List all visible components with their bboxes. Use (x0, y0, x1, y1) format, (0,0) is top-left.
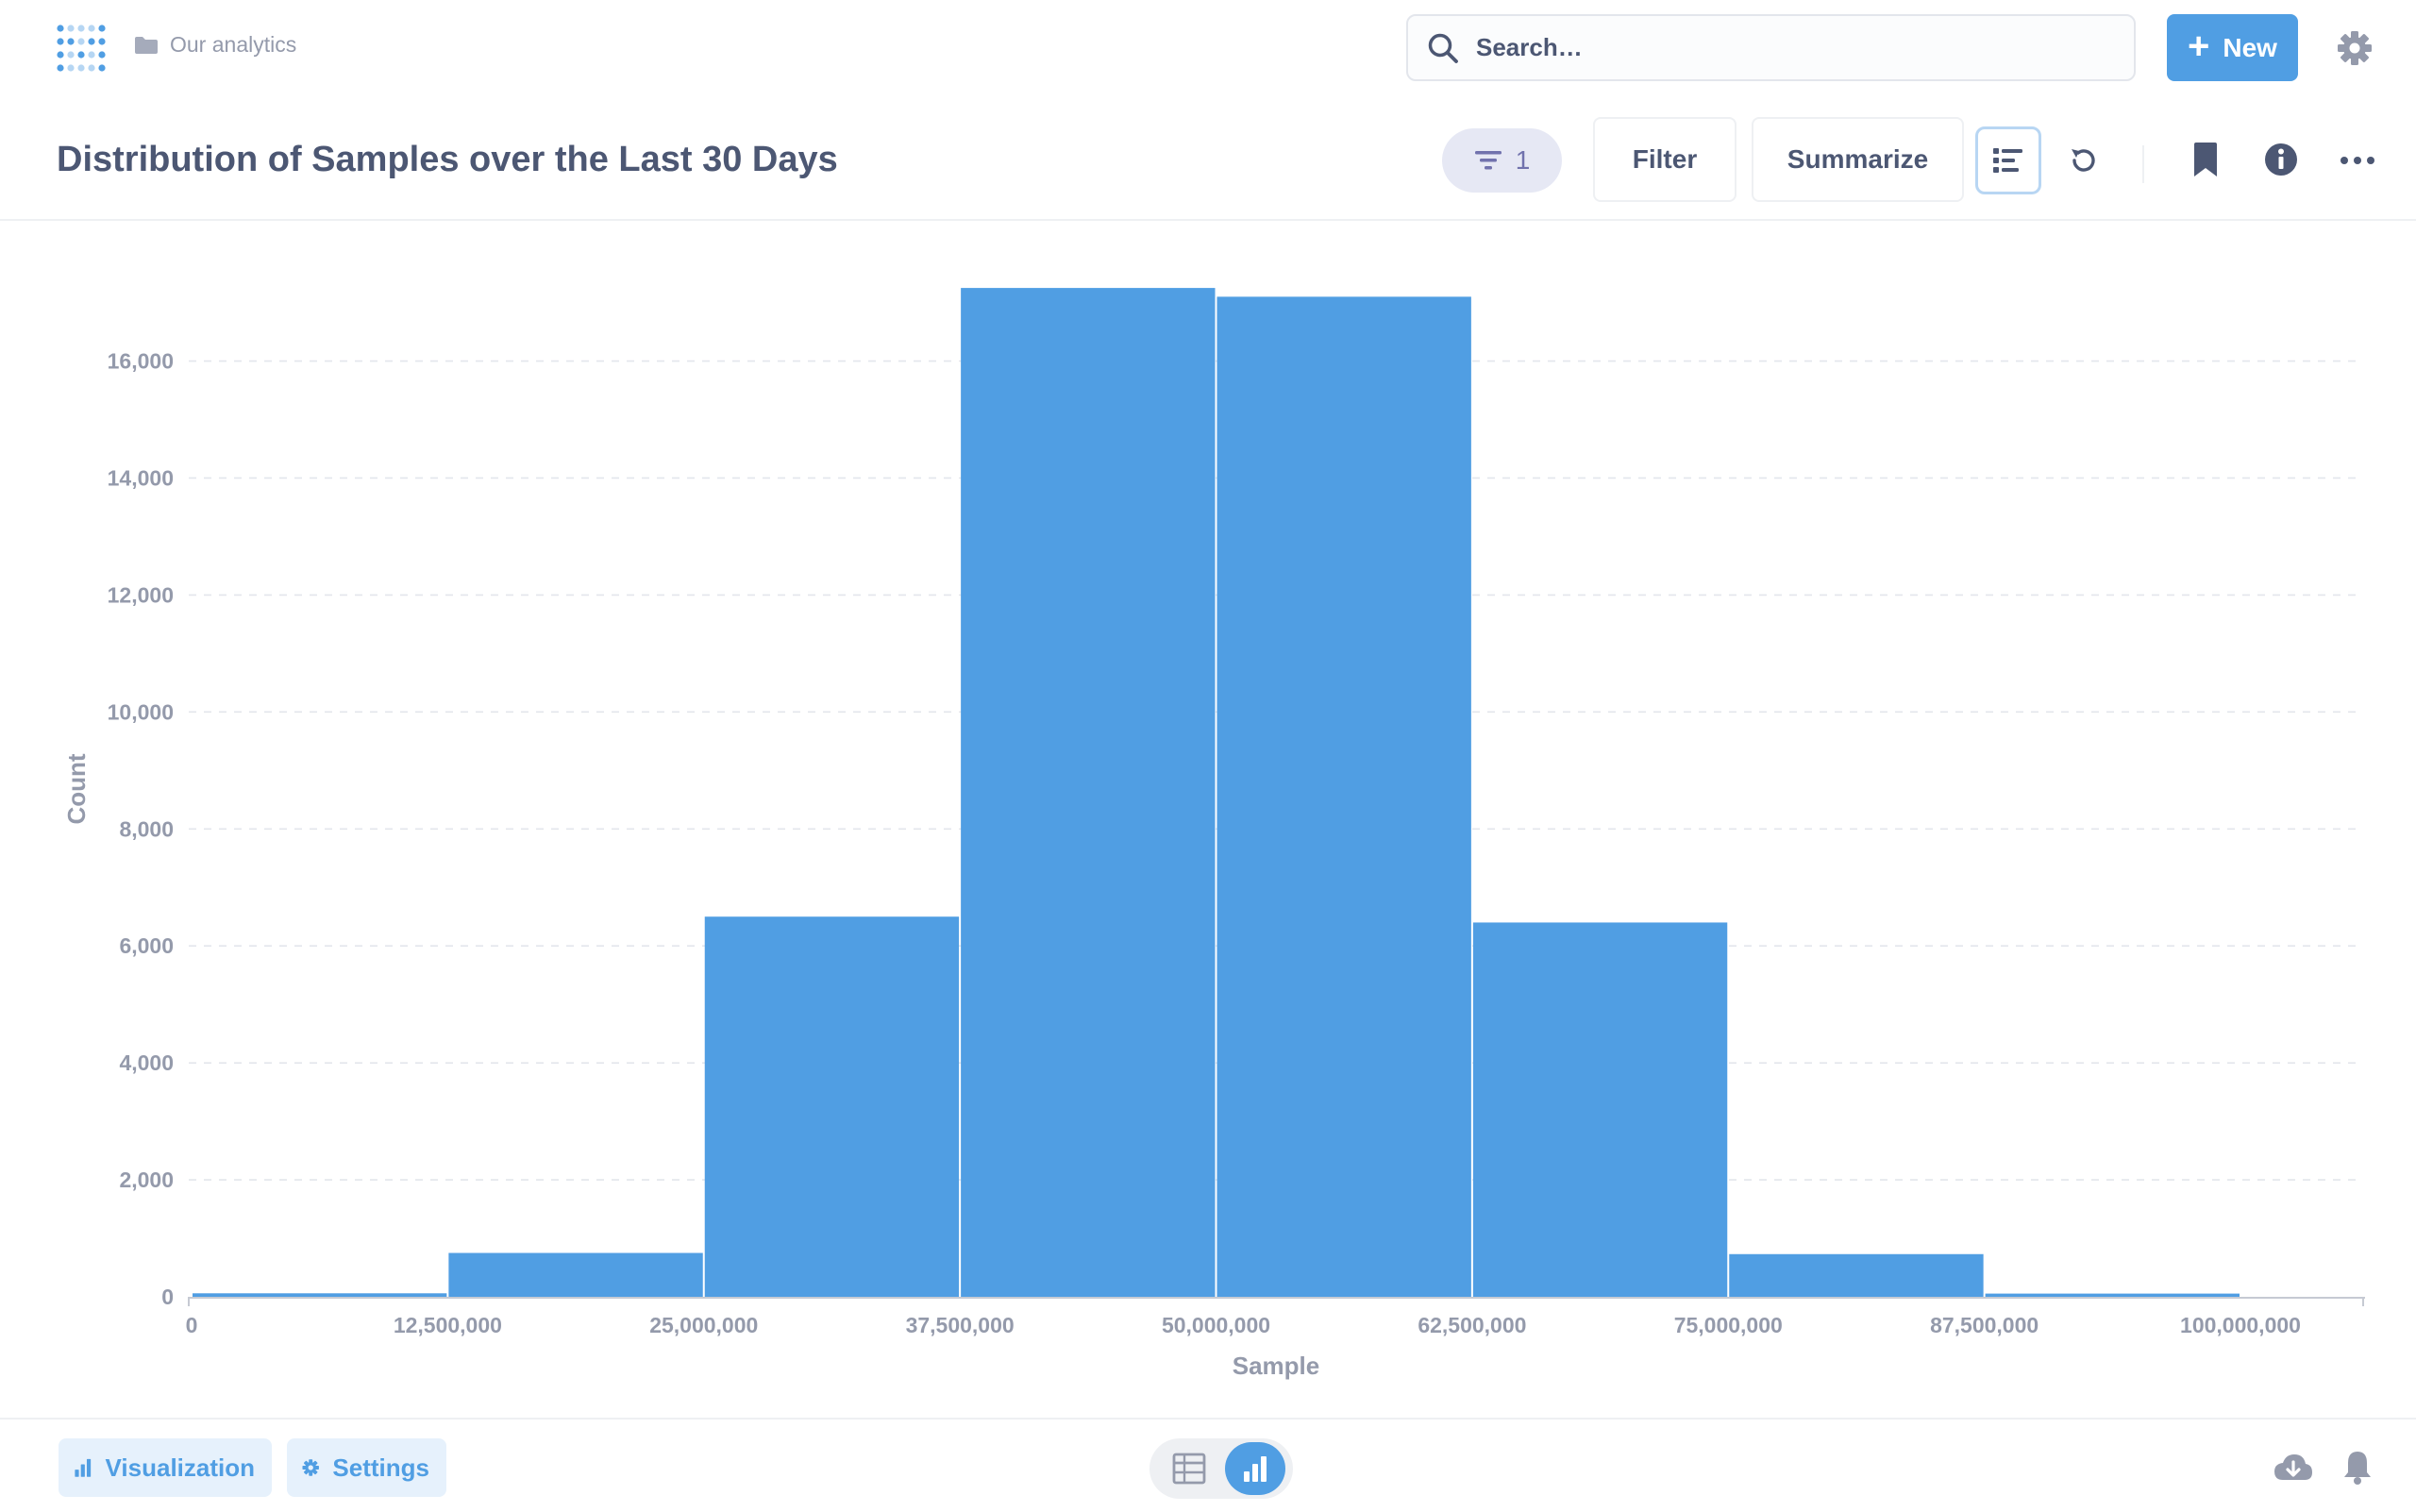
footer-bar: Visualization Settings (0, 1418, 2416, 1512)
histogram-bar[interactable] (1729, 1253, 1984, 1297)
y-tick-label: 6,000 (119, 933, 174, 958)
x-tick-label: 37,500,000 (906, 1313, 1015, 1337)
y-tick-label: 14,000 (108, 465, 174, 490)
y-tick-label: 2,000 (119, 1168, 174, 1192)
bars (193, 288, 2240, 1297)
bar-chart-icon (1244, 1456, 1267, 1482)
histogram-bar[interactable] (193, 1293, 447, 1297)
x-tick-label: 12,500,000 (394, 1313, 502, 1337)
gear-icon[interactable] (2337, 30, 2373, 66)
search-input[interactable] (1476, 33, 2118, 62)
bell-icon[interactable] (2342, 1450, 2373, 1486)
histogram-chart: 0 2,000 4,000 6,000 8,000 10,000 12,000 14,000 1… (62, 288, 2365, 1380)
new-button-label: New (2223, 32, 2277, 62)
page-title[interactable]: Distribution of Samples over the Last 30… (57, 140, 838, 179)
active-filters-pill[interactable]: 1 (1442, 128, 1562, 193)
settings-button[interactable]: Settings (287, 1438, 446, 1497)
x-axis (188, 1297, 2365, 1306)
x-tick-label: 75,000,000 (1674, 1313, 1783, 1337)
x-tick-label: 62,500,000 (1418, 1313, 1526, 1337)
new-button[interactable]: + New (2167, 14, 2298, 81)
search-icon (1428, 33, 1458, 63)
x-tick-label: 0 (186, 1313, 198, 1337)
y-axis-label: Count (62, 753, 91, 824)
histogram-bar[interactable] (1985, 1293, 2240, 1297)
notebook-icon (1993, 148, 2022, 173)
x-tick-label: 50,000,000 (1162, 1313, 1270, 1337)
summarize-button[interactable]: Summarize (1752, 117, 1964, 202)
x-axis-label: Sample (1233, 1352, 1320, 1380)
breadcrumb[interactable]: Our analytics (134, 32, 296, 58)
ellipsis-icon[interactable] (2339, 149, 2376, 172)
plus-icon: + (2188, 25, 2210, 67)
filter-button[interactable]: Filter (1593, 117, 1736, 202)
settings-label: Settings (332, 1453, 429, 1482)
header-divider (2142, 145, 2144, 183)
y-tick-label: 16,000 (108, 349, 174, 374)
info-icon[interactable] (2263, 142, 2299, 177)
histogram-bar[interactable] (448, 1252, 703, 1297)
search-bar[interactable] (1406, 14, 2136, 81)
notebook-editor-button[interactable] (1975, 126, 2041, 194)
histogram-bar[interactable] (961, 288, 1216, 1297)
gear-icon (302, 1459, 319, 1476)
histogram-bar[interactable] (1216, 296, 1471, 1297)
x-tick-label: 87,500,000 (1930, 1313, 2038, 1337)
y-tick-label: 10,000 (108, 699, 174, 724)
question-header: Distribution of Samples over the Last 30… (0, 98, 2416, 221)
y-tick-label: 8,000 (119, 816, 174, 841)
download-icon[interactable] (2273, 1452, 2314, 1486)
folder-icon (135, 36, 158, 54)
view-toggle (1149, 1438, 1293, 1499)
histogram-bar[interactable] (1472, 922, 1728, 1297)
table-icon[interactable] (1172, 1452, 1206, 1486)
y-axis-ticks: 0 2,000 4,000 6,000 8,000 10,000 12,000 14,000 1… (108, 349, 174, 1309)
chart-view-button[interactable] (1225, 1442, 1285, 1495)
breadcrumb-collection-label[interactable]: Our analytics (170, 32, 297, 57)
y-tick-label: 12,000 (108, 582, 174, 607)
top-navigation: Our analytics + New (0, 0, 2416, 98)
filter-icon (1474, 151, 1502, 170)
y-tick-label: 4,000 (119, 1050, 174, 1075)
visualization-button[interactable]: Visualization (59, 1438, 272, 1497)
histogram-bar[interactable] (704, 916, 960, 1297)
visualization-label: Visualization (105, 1453, 255, 1482)
bookmark-icon[interactable] (2191, 142, 2220, 177)
y-tick-label: 0 (161, 1285, 174, 1309)
x-tick-label: 25,000,000 (649, 1313, 758, 1337)
chart-area: 0 2,000 4,000 6,000 8,000 10,000 12,000 14,000 1… (0, 221, 2416, 1418)
filter-count: 1 (1515, 145, 1531, 175)
metabase-logo-icon[interactable] (55, 21, 108, 77)
x-axis-ticks: 0 12,500,000 25,000,000 37,500,000 50,000,00… (186, 1313, 2301, 1337)
x-tick-label: 100,000,000 (2180, 1313, 2301, 1337)
bar-chart-icon (75, 1458, 92, 1477)
refresh-icon[interactable] (2067, 143, 2101, 177)
